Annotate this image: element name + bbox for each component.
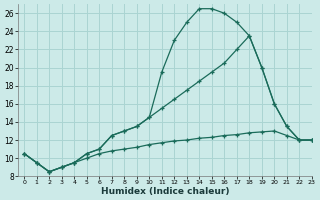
X-axis label: Humidex (Indice chaleur): Humidex (Indice chaleur): [101, 187, 229, 196]
